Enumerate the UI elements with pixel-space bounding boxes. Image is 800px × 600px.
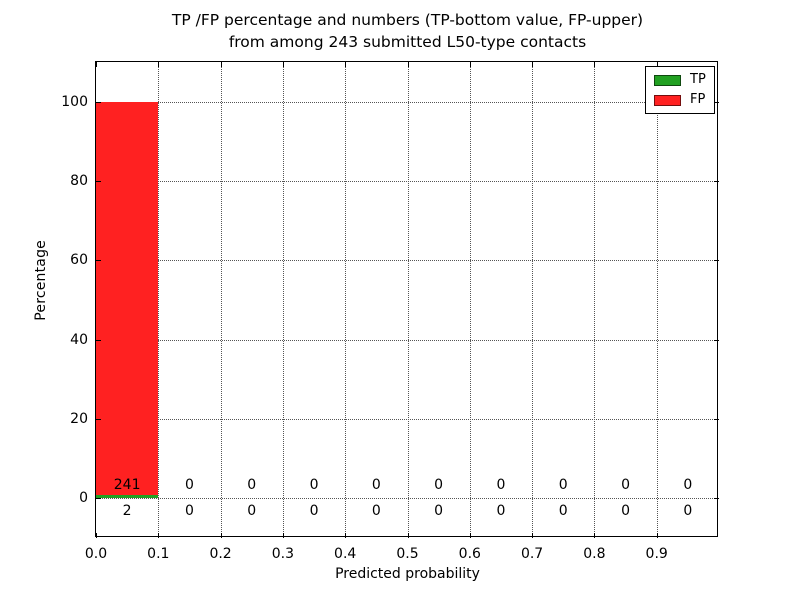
tp-count-label: 0 [247,503,257,520]
fp-count-label: 0 [434,477,444,494]
x-tick-mark-top [408,62,409,67]
x-tick-mark [221,533,222,538]
x-tick-mark [158,533,159,538]
fp-count-label: 0 [683,477,693,494]
tp-count-label: 0 [621,503,630,520]
bar-segment-tp [96,495,159,499]
x-tick-mark [532,533,533,538]
fp-count-label: 0 [621,477,630,494]
gridline-vertical [407,62,409,536]
x-tick-mark-top [470,62,471,67]
tp-count-label: 2 [122,503,132,520]
x-tick-label: 0.5 [396,546,419,562]
gridline-vertical [158,62,160,536]
gridline-vertical [532,62,534,536]
y-tick-label: 60 [70,252,88,269]
chart-title-line1: TP /FP percentage and numbers (TP-bottom… [171,11,644,29]
x-tick-label: 0.1 [147,546,170,562]
y-tick-mark-right [714,102,719,103]
y-tick-mark [96,181,101,182]
fp-count-label: 0 [496,477,506,494]
gridline-horizontal [96,339,717,341]
gridline-vertical [345,62,347,536]
tp-count-label: 0 [683,503,693,520]
tp-count-label: 0 [184,503,194,520]
gridline-vertical [220,62,222,536]
x-tick-mark [470,533,471,538]
y-tick-label: 20 [70,411,88,427]
chart-title: TP /FP percentage and numbers (TP-bottom… [96,9,719,53]
gridline-horizontal [96,181,717,182]
x-tick-mark [283,533,284,538]
fp-count-label: 0 [247,477,257,494]
x-tick-label: 0.9 [645,546,668,562]
legend-label-fp: FP [690,92,706,107]
x-tick-label: 0.2 [209,546,232,562]
x-tick-mark-top [221,62,222,67]
x-tick-mark [345,533,346,538]
x-tick-label: 0.6 [458,546,481,562]
bar-segment-fp [96,101,159,496]
tp-count-label: 0 [371,503,381,520]
x-tick-mark [408,533,409,538]
y-tick-mark [96,340,101,341]
plot-area: 2 241 0 0 0 0 0 0 0 0 0 0 0 0 0 0 0 0 0 0 [95,61,719,538]
x-tick-mark-top [532,62,533,67]
x-tick-label: 0.8 [583,546,606,562]
x-tick-mark-top [345,62,346,67]
tp-count-label: 0 [558,503,568,520]
x-tick-mark-top [158,62,159,67]
x-tick-label: 0.7 [520,546,544,562]
gridline-horizontal [96,101,717,103]
gridline-vertical [656,62,658,536]
x-tick-mark-top [96,62,97,67]
y-tick-label: 40 [70,331,88,348]
y-tick-mark [96,498,101,499]
y-tick-mark [96,102,101,103]
x-tick-mark-top [594,62,595,67]
legend-swatch-tp [654,74,681,86]
legend-label-tp: TP [690,72,706,87]
y-tick-label: 100 [61,93,88,110]
x-tick-mark [594,533,595,538]
y-tick-label: 0 [79,490,88,507]
legend-row-fp: FP [654,92,706,108]
fp-count-label: 0 [184,477,194,494]
gridline-horizontal [96,419,717,420]
tp-count-label: 0 [434,503,444,520]
gridline-horizontal [96,498,717,500]
fp-count-label: 0 [371,477,381,494]
x-tick-mark [96,533,97,538]
gridline-horizontal [96,260,717,262]
x-tick-label: 0.4 [334,546,357,562]
tp-count-label: 0 [496,503,506,520]
y-tick-label: 80 [70,173,88,189]
gridline-vertical [594,62,596,536]
x-tick-label: 0.0 [84,546,108,562]
fp-count-label: 0 [558,477,568,494]
tp-count-label: 0 [309,503,319,520]
y-tick-mark-right [714,181,719,182]
y-tick-mark-right [714,260,719,261]
gridline-vertical [469,62,471,536]
chart-title-line2: from among 243 submitted L50-type contac… [228,33,587,51]
y-tick-mark-right [714,419,719,420]
y-tick-mark [96,260,101,261]
x-tick-mark-top [657,62,658,67]
legend: TP FP [645,66,715,114]
x-axis-label: Predicted probability [335,566,480,582]
fp-count-label: 241 [113,477,141,494]
x-tick-mark-top [283,62,284,67]
legend-row-tp: TP [654,72,706,88]
x-tick-label: 0.3 [271,546,295,562]
legend-swatch-fp [654,94,681,106]
x-tick-mark [657,533,658,538]
y-tick-mark-right [714,340,719,341]
gridline-vertical [282,62,284,536]
y-tick-mark [96,419,101,420]
fp-count-label: 0 [309,477,319,494]
y-tick-mark-right [714,498,719,499]
